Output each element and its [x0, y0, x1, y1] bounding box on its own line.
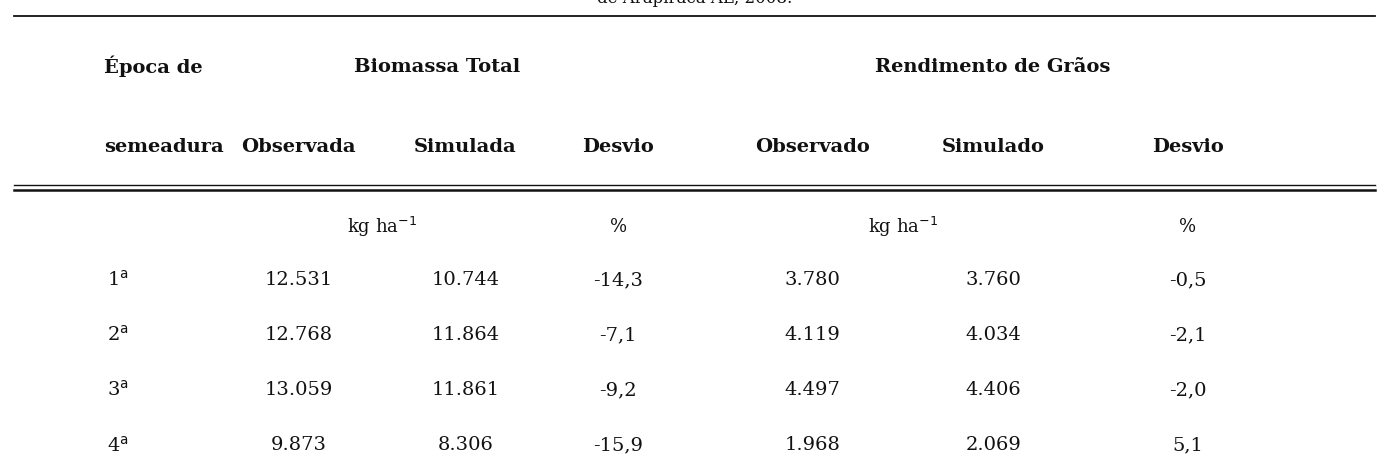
- Text: 1$^{\mathrm{a}}$: 1$^{\mathrm{a}}$: [107, 270, 129, 290]
- Text: -2,0: -2,0: [1170, 381, 1206, 399]
- Text: 4$^{\mathrm{a}}$: 4$^{\mathrm{a}}$: [107, 435, 129, 455]
- Text: 13.059: 13.059: [264, 381, 333, 399]
- Text: -9,2: -9,2: [599, 381, 638, 399]
- Text: -0,5: -0,5: [1170, 271, 1206, 289]
- Text: -15,9: -15,9: [593, 436, 643, 454]
- Text: 11.861: 11.861: [431, 381, 500, 399]
- Text: -7,1: -7,1: [600, 326, 636, 344]
- Text: semeadura: semeadura: [104, 138, 224, 156]
- Text: %: %: [610, 218, 626, 236]
- Text: 3.780: 3.780: [785, 271, 840, 289]
- Text: 9.873: 9.873: [271, 436, 326, 454]
- Text: 2.069: 2.069: [965, 436, 1021, 454]
- Text: 4.034: 4.034: [965, 326, 1021, 344]
- Text: Época de: Época de: [104, 56, 203, 77]
- Text: -14,3: -14,3: [593, 271, 643, 289]
- Text: 4.497: 4.497: [785, 381, 840, 399]
- Text: 12.531: 12.531: [264, 271, 333, 289]
- Text: %: %: [1179, 218, 1196, 236]
- Text: 5,1: 5,1: [1172, 436, 1203, 454]
- Text: Observado: Observado: [756, 138, 870, 156]
- Text: Rendimento de Grãos: Rendimento de Grãos: [875, 57, 1111, 76]
- Text: Simulado: Simulado: [942, 138, 1045, 156]
- Text: 10.744: 10.744: [431, 271, 500, 289]
- Text: 4.119: 4.119: [785, 326, 840, 344]
- Text: 4.406: 4.406: [965, 381, 1021, 399]
- Text: de Arapiraca AL, 2008.: de Arapiraca AL, 2008.: [597, 0, 792, 7]
- Text: 3.760: 3.760: [965, 271, 1021, 289]
- Text: 8.306: 8.306: [438, 436, 493, 454]
- Text: Desvio: Desvio: [582, 138, 654, 156]
- Text: Desvio: Desvio: [1151, 138, 1224, 156]
- Text: 12.768: 12.768: [264, 326, 333, 344]
- Text: 2$^{\mathrm{a}}$: 2$^{\mathrm{a}}$: [107, 325, 129, 345]
- Text: -2,1: -2,1: [1170, 326, 1206, 344]
- Text: Observada: Observada: [242, 138, 356, 156]
- Text: 11.864: 11.864: [431, 326, 500, 344]
- Text: Simulada: Simulada: [414, 138, 517, 156]
- Text: kg ha$^{-1}$: kg ha$^{-1}$: [347, 215, 417, 239]
- Text: Biomassa Total: Biomassa Total: [354, 57, 521, 76]
- Text: 3$^{\mathrm{a}}$: 3$^{\mathrm{a}}$: [107, 380, 129, 400]
- Text: 1.968: 1.968: [785, 436, 840, 454]
- Text: kg ha$^{-1}$: kg ha$^{-1}$: [868, 215, 938, 239]
